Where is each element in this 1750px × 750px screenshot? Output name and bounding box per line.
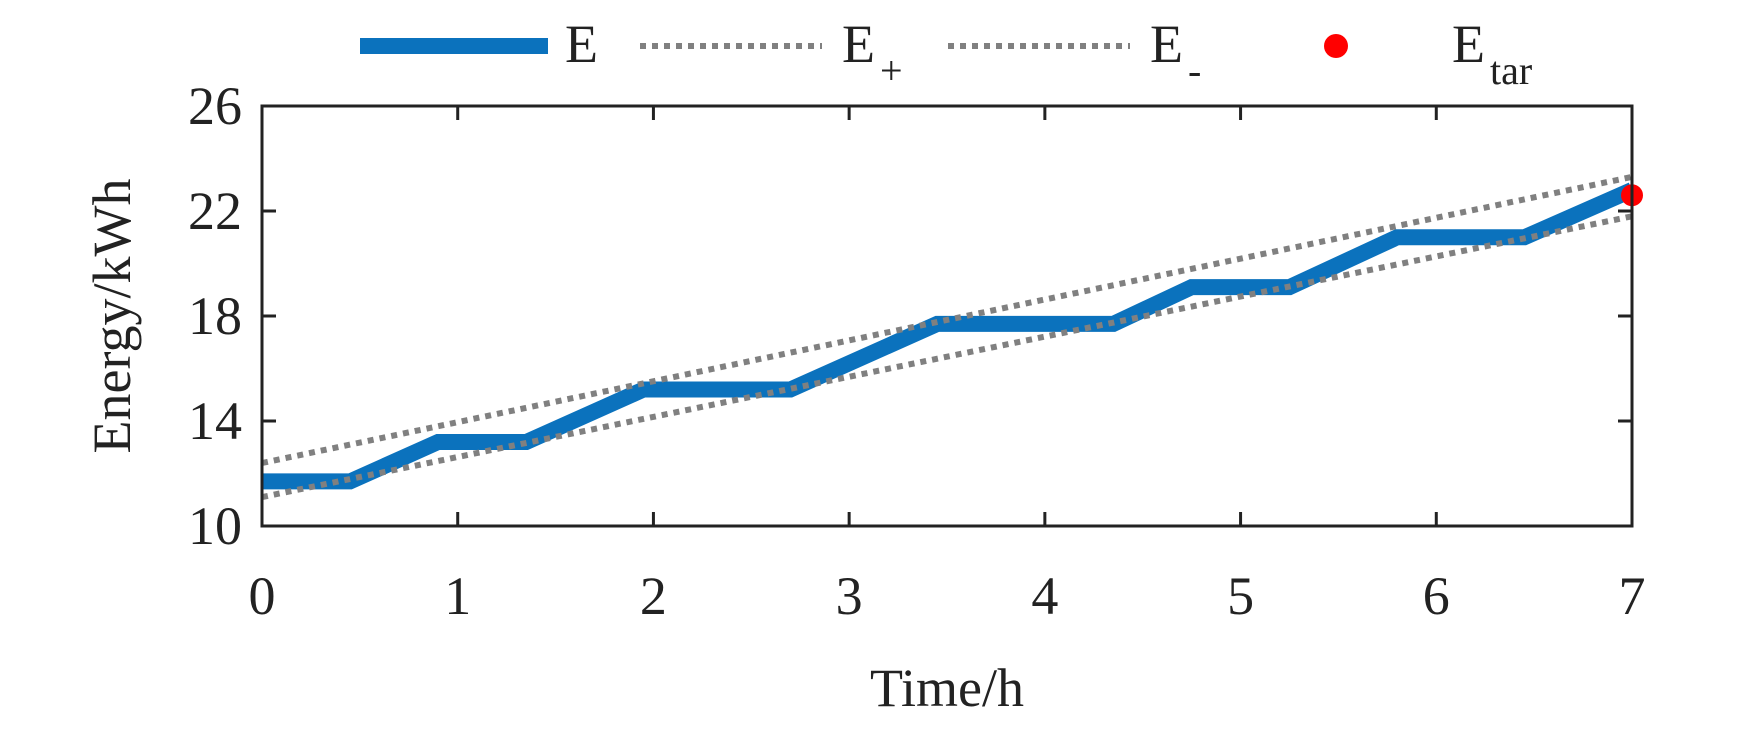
legend-label: E <box>1452 14 1485 74</box>
x-tick-label: 0 <box>249 566 276 626</box>
axis-ticks <box>260 104 1634 528</box>
legend-label-subscript: + <box>880 48 903 93</box>
x-tick-label: 4 <box>1031 566 1058 626</box>
legend-item-E_plus: E + <box>640 14 903 93</box>
legend-label: E <box>842 14 875 74</box>
tick-labels: 0 1 2 3 4 5 6 7 10 14 18 22 26 <box>188 76 1646 626</box>
series-line-E <box>262 182 1636 490</box>
x-tick-label: 1 <box>444 566 471 626</box>
legend-label-subscript: - <box>1188 48 1201 93</box>
legend-swatch-E_tar <box>1324 34 1348 58</box>
x-tick-label: 6 <box>1423 566 1450 626</box>
x-tick-label: 2 <box>640 566 667 626</box>
y-tick-label: 10 <box>188 496 242 556</box>
x-tick-label: 5 <box>1227 566 1254 626</box>
x-tick-label: 3 <box>836 566 863 626</box>
series-line-E_plus <box>261 173 1633 466</box>
legend-label-subscript: tar <box>1490 48 1532 93</box>
y-tick-label: 22 <box>188 181 242 241</box>
legend-item-E: E <box>360 14 598 74</box>
legend-label: E <box>565 14 598 74</box>
y-axis-title: Energy/kWh <box>82 179 142 454</box>
legend-label: E <box>1150 14 1183 74</box>
y-tick-label: 26 <box>188 76 242 136</box>
legend-item-E_minus: E- <box>948 14 1201 93</box>
y-tick-label: 14 <box>188 391 242 451</box>
y-tick-label: 18 <box>188 286 242 346</box>
series-line-E_minus <box>261 213 1633 501</box>
plot-series <box>261 173 1643 501</box>
x-axis-title: Time/h <box>870 658 1024 718</box>
x-tick-label: 7 <box>1619 566 1646 626</box>
